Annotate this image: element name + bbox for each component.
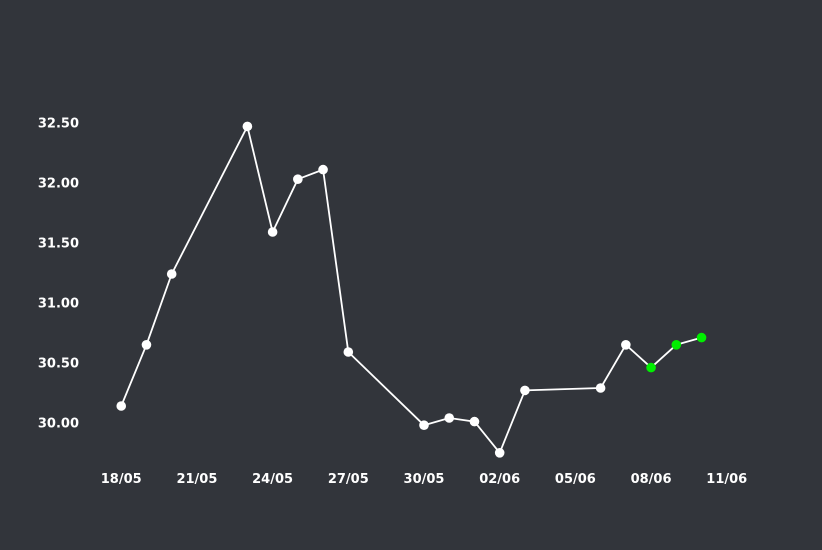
x-tick-label: 08/06 — [631, 472, 672, 487]
x-tick-label: 18/05 — [101, 472, 142, 487]
data-point — [419, 420, 429, 431]
series-layer — [116, 121, 707, 458]
highlighted-data-point — [671, 340, 682, 350]
y-tick-label: 32.00 — [38, 177, 79, 192]
data-point — [343, 347, 354, 357]
data-point — [242, 121, 253, 132]
y-tick-label: 32.50 — [38, 117, 79, 132]
y-axis: 30.00 30.50 31.00 31.50 32.00 32.50 — [38, 117, 79, 432]
x-tick-label: 21/05 — [176, 472, 217, 487]
data-point — [469, 416, 480, 427]
x-tick-label: 30/05 — [404, 472, 445, 487]
data-point — [520, 385, 530, 396]
y-tick-label: 31.50 — [38, 237, 79, 252]
data-point — [293, 174, 303, 184]
x-tick-label: 05/06 — [555, 472, 596, 487]
data-point — [267, 227, 278, 237]
x-tick-label: 02/06 — [479, 472, 520, 487]
x-tick-label: 24/05 — [252, 472, 293, 487]
data-point — [444, 413, 455, 423]
data-point — [318, 164, 328, 175]
data-point — [494, 448, 505, 458]
x-tick-label: 27/05 — [328, 472, 369, 487]
highlighted-data-point — [696, 332, 707, 343]
data-point — [141, 340, 152, 350]
y-tick-label: 31.00 — [38, 297, 79, 312]
data-point — [166, 269, 177, 279]
data-point — [621, 340, 631, 350]
y-tick-label: 30.00 — [38, 417, 79, 432]
series-line — [120, 125, 702, 454]
data-point — [595, 383, 606, 393]
x-tick-label: 11/06 — [706, 472, 747, 487]
x-axis: 18/05 21/05 24/05 27/05 30/05 02/06 05/06 08/06… — [101, 472, 747, 487]
highlighted-data-point — [646, 362, 656, 373]
data-point — [116, 401, 127, 411]
y-tick-label: 30.50 — [38, 357, 79, 372]
